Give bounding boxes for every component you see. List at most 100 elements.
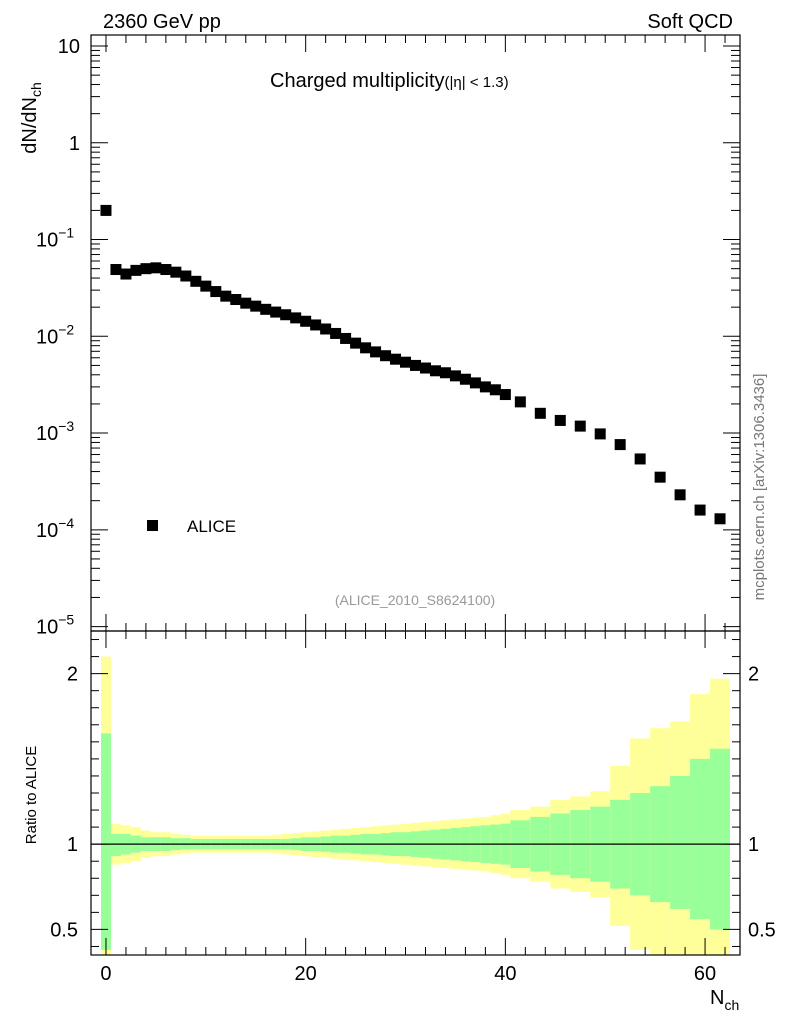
data-point: [410, 359, 421, 371]
tick-base: 1: [69, 133, 80, 155]
data-point: [594, 428, 606, 440]
tick-base: 10: [36, 326, 58, 348]
data-point: [340, 332, 352, 344]
ratio-y-axis-label: Ratio to ALICE: [23, 746, 40, 844]
main-y-tick-label: 10−3: [36, 418, 74, 445]
data-point: [674, 489, 686, 501]
data-point: [150, 262, 162, 274]
ratio-y-tick-label-right: 2: [748, 664, 759, 686]
main-y-tick-label: 10−4: [36, 515, 74, 542]
data-point: [429, 365, 441, 377]
x-axis-label: Nch: [710, 987, 739, 1013]
data-point: [400, 356, 412, 368]
main-panel-frame: [90, 34, 741, 632]
data-point: [310, 319, 322, 331]
data-point: [469, 377, 481, 389]
tick-exponent: −4: [58, 515, 74, 531]
tick-exponent: −1: [58, 225, 74, 241]
main-y-ticks: [91, 35, 740, 631]
data-point: [694, 504, 706, 516]
tick-base: 10: [58, 36, 80, 58]
ratio-y-tick-label-left: 2: [67, 664, 78, 686]
data-point: [230, 294, 242, 306]
tick-exponent: −3: [58, 418, 74, 434]
x-tick-label: 0: [100, 963, 111, 985]
analysis-id: (ALICE_2010_S8624100): [335, 592, 495, 608]
main-y-tick-label: 1: [69, 133, 80, 155]
x-tick-label: 20: [295, 963, 317, 985]
data-point: [290, 312, 302, 324]
main-y-tick-label: 10−5: [36, 612, 74, 639]
main-y-axis-label: dN/dNch: [19, 82, 44, 154]
ratio-y-tick-labels: 2 2 1 1 0.5 0.5: [50, 664, 776, 942]
data-point: [210, 286, 222, 298]
inner-band-bin: [710, 748, 731, 930]
data-point: [489, 384, 501, 396]
tick-base: 10: [36, 520, 58, 542]
data-point: [320, 323, 332, 335]
data-point: [260, 303, 272, 315]
data-point: [190, 275, 202, 287]
tick-base: 10: [36, 617, 58, 639]
main-y-tick-label: 10: [58, 36, 80, 58]
data-point: [350, 337, 362, 349]
x-tick-label: 40: [494, 963, 516, 985]
data-series-alice: [100, 204, 726, 525]
data-point: [514, 396, 526, 408]
data-point: [140, 263, 152, 275]
data-point: [220, 290, 232, 302]
tick-base: 10: [36, 423, 58, 445]
x-tick-label: 60: [694, 963, 716, 985]
data-point: [300, 315, 312, 327]
main-y-axis-label-sub: ch: [28, 82, 44, 97]
x-tick-labels: 0 20 40 60: [100, 963, 716, 985]
inner-band-bin: [100, 733, 111, 950]
ratio-ticks: [91, 631, 740, 955]
ratio-y-tick-label-left: 1: [67, 834, 78, 856]
data-point: [614, 439, 626, 451]
ratio-y-tick-label-right: 0.5: [748, 919, 776, 941]
data-point: [449, 370, 461, 382]
data-point: [459, 373, 471, 385]
data-point: [554, 414, 566, 426]
x-axis-label-sub: ch: [724, 997, 739, 1013]
data-point: [654, 471, 666, 483]
ratio-panel: [100, 656, 731, 955]
data-point: [499, 389, 511, 401]
data-point: [479, 381, 491, 393]
main-y-tick-label: 10−2: [36, 321, 74, 348]
data-point: [419, 362, 431, 374]
tick-exponent: −5: [58, 612, 74, 628]
ratio-y-tick-label-left: 0.5: [50, 919, 78, 941]
data-point: [110, 264, 122, 276]
inner-band-bin: [110, 833, 121, 857]
data-point: [250, 300, 262, 312]
category-label: Soft QCD: [647, 11, 733, 33]
data-point: [534, 407, 546, 419]
data-point: [170, 266, 182, 278]
data-point: [439, 367, 451, 379]
ratio-y-tick-label-right: 1: [748, 834, 759, 856]
data-point: [330, 327, 342, 339]
watermark: mcplots.cern.ch [arXiv:1306.3436]: [751, 374, 768, 601]
inner-band-bin: [690, 758, 711, 920]
chart-title-suffix: (|η| < 1.3): [445, 74, 509, 91]
inner-band-bin: [670, 775, 691, 909]
legend-label: ALICE: [187, 517, 236, 536]
chart-title: Charged multiplicity(|η| < 1.3): [270, 70, 509, 92]
tick-exponent: −2: [58, 321, 74, 337]
data-point: [270, 306, 282, 318]
chart-title-main: Charged multiplicity: [270, 70, 445, 92]
data-point: [130, 264, 142, 276]
data-point: [714, 513, 726, 525]
data-point: [160, 264, 172, 276]
legend-marker: [147, 520, 158, 531]
data-point: [280, 309, 292, 321]
data-point: [390, 353, 402, 365]
data-point: [200, 280, 212, 292]
data-point: [634, 453, 646, 465]
data-point: [240, 297, 252, 309]
tick-base: 10: [36, 230, 58, 252]
